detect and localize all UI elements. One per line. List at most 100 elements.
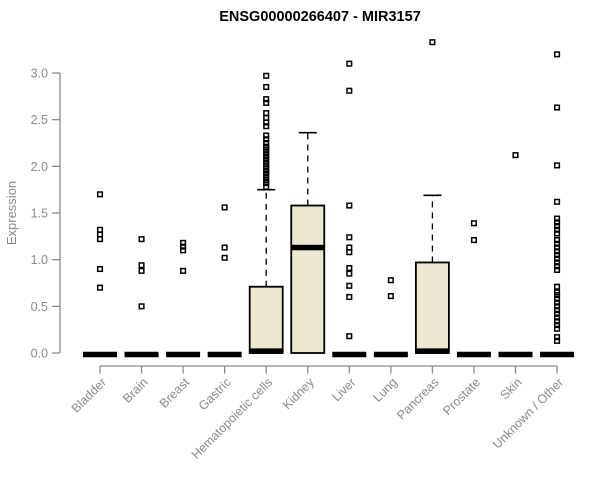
outlier-point [387,293,394,300]
y-tick-label: 0.5 [31,300,48,314]
outlier-point [554,337,561,344]
outlier-point [512,152,519,159]
zero-median-bar [540,351,575,358]
outlier-point [554,259,561,266]
x-tick-label: Skin [498,375,525,402]
outlier-point [263,114,270,121]
outlier-point [263,123,270,130]
outlier-point [96,191,104,198]
outlier-point [346,270,353,277]
x-tick-label: Prostate [440,375,483,418]
x-tick-label: Gastric [196,375,234,413]
outlier-point [346,234,353,241]
zero-median-bar [332,351,367,358]
median-bar [291,244,325,251]
outlier-point [346,202,353,209]
outlier-point [554,251,561,259]
outlier-point [554,248,561,255]
outlier-point [554,334,561,341]
outlier-point [346,282,353,289]
outlier-point [221,244,228,251]
plot-body: 0.0 0.5 1.0 1.5 2.0 2.5 3.0 Bladder Brain Breast G… [31,39,575,462]
outlier-point [554,162,561,169]
y-tick-label: 0.0 [31,347,48,361]
outlier-point [180,247,187,254]
outlier-point [554,314,561,321]
outlier-point [554,104,561,111]
outlier-point [554,215,561,222]
outlier-point [554,198,561,205]
x-tick-label: Breast [157,375,193,411]
x-tick-label: Unknown / Other [490,375,566,451]
outlier-point [138,236,145,243]
outlier-point [263,143,270,150]
chart-title: ENSG00000266407 - MIR3157 [219,9,421,25]
outlier-point [554,283,561,290]
x-tick-label: Liver [329,375,358,404]
x-tick-label: Bladder [69,375,109,415]
zero-median-bar [124,351,159,358]
outlier-point [263,99,270,106]
outlier-point [554,255,561,262]
outlier-point [554,266,561,273]
outlier-point [554,321,561,329]
outlier-point [554,223,561,230]
outlier-point [554,289,561,296]
outlier-point [346,87,353,94]
x-tick-label: Brain [120,375,151,406]
outlier-point [346,293,353,301]
y-axis-label: Expression [4,181,19,245]
outlier-point [554,226,561,233]
outlier-point [346,249,353,256]
outlier-point [554,51,561,58]
outlier-point [96,231,104,238]
outlier-point [138,303,145,310]
outlier-point [554,240,561,247]
outlier-point [138,262,145,269]
outlier-point [346,60,353,67]
median-bar [415,348,449,354]
zero-median-bar [456,351,491,358]
outlier-point [346,244,353,251]
outlier-point [346,265,353,272]
zero-median-bar [373,351,408,358]
outlier-point [180,267,187,274]
y-tick-label: 1.5 [31,207,48,221]
outlier-point [554,307,561,314]
box [414,261,450,354]
outlier-point [96,265,104,273]
box [248,285,284,354]
x-tick-label: Kidney [280,375,317,412]
outlier-point [263,83,270,91]
y-tick-label: 2.0 [31,160,48,174]
outlier-point [180,239,187,246]
outlier-point [346,333,353,340]
zero-median-bar [498,351,533,358]
outlier-point [180,243,187,250]
outlier-point [221,254,228,261]
median-bar [249,348,283,354]
y-tick-label: 1.0 [31,253,48,267]
zero-median-bar [83,351,117,358]
outlier-point [221,204,228,211]
outlier-point [554,244,561,251]
outlier-point [554,295,561,302]
outlier-point [470,237,477,244]
x-tick-label: Hematopoietic cells [189,375,276,462]
zero-median-bar [166,351,201,358]
box [290,204,326,354]
outlier-point [554,230,561,237]
outlier-point [554,310,561,317]
outlier-point [263,110,270,117]
outlier-point [554,325,561,332]
outlier-point [96,284,104,291]
outlier-point [138,267,145,274]
outlier-point [263,119,270,126]
outlier-point [263,72,270,79]
outlier-point [470,220,477,227]
x-tick-label: Lung [370,375,400,405]
outlier-point [263,139,270,147]
outlier-point [263,96,270,103]
